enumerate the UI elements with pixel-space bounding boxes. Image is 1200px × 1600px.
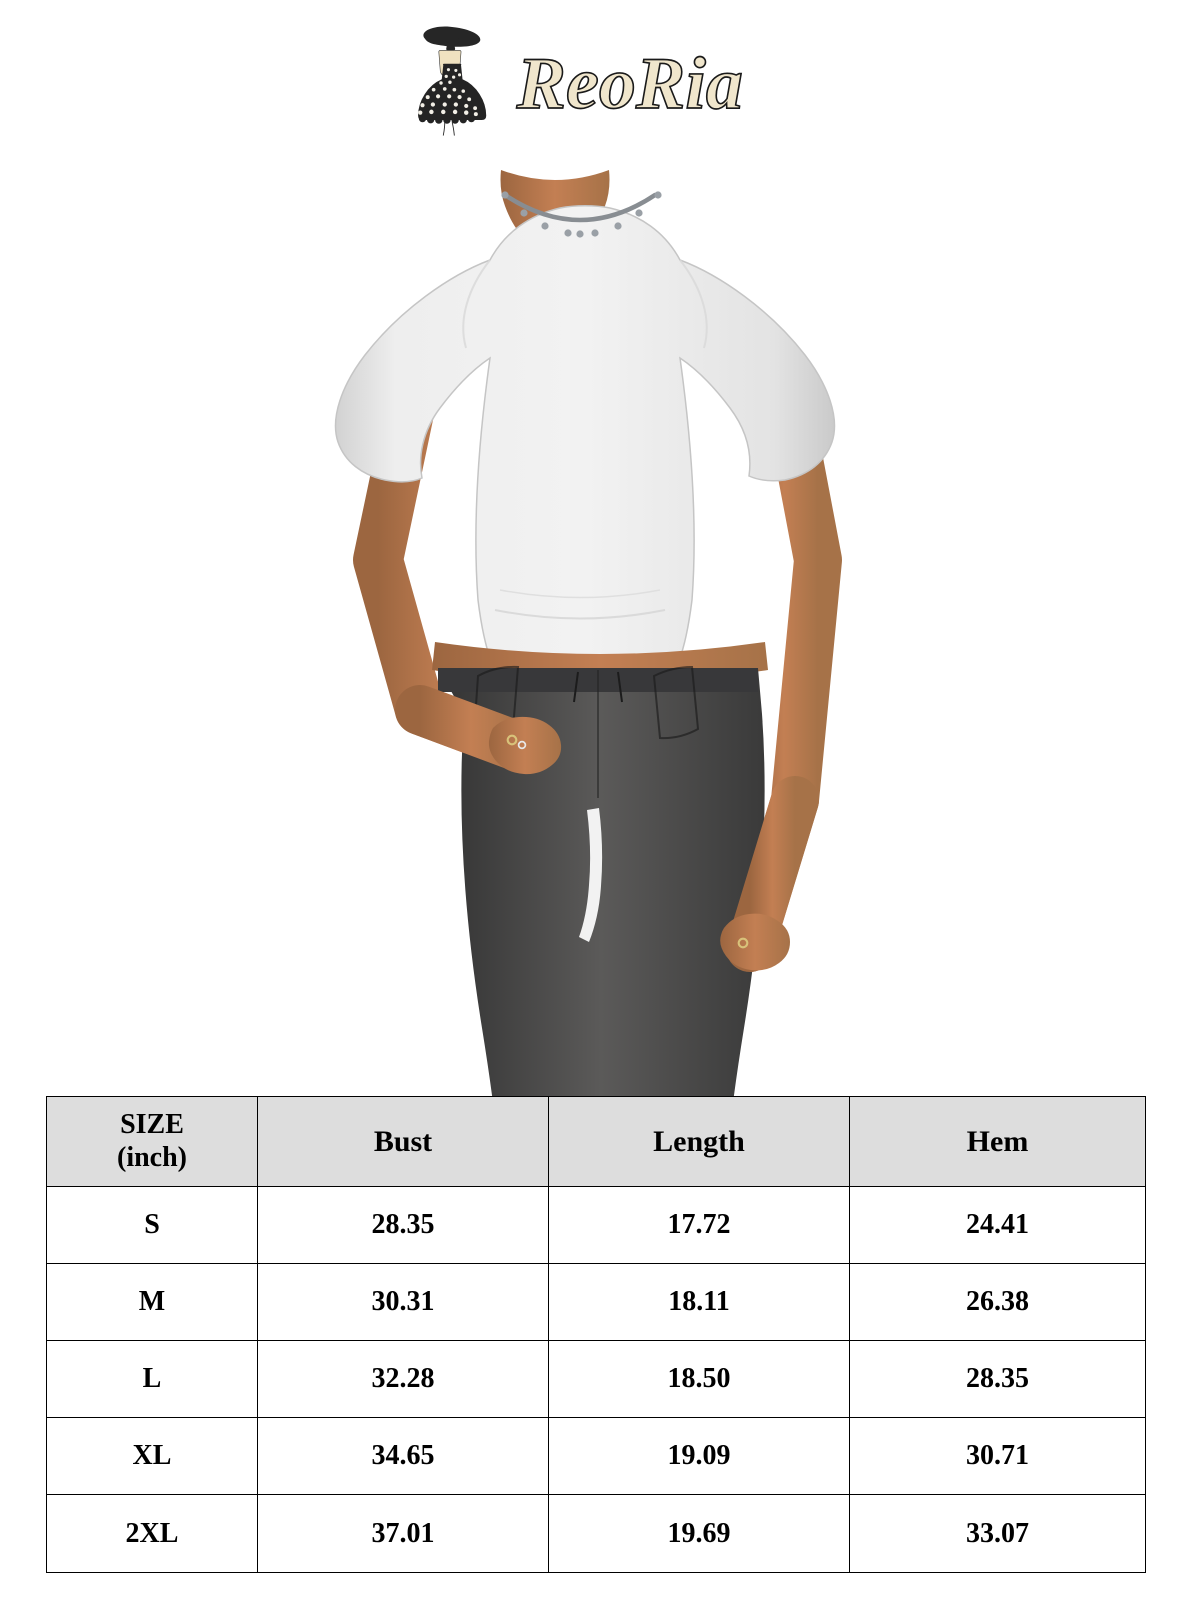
svg-text:ReoRia: ReoRia bbox=[516, 43, 743, 125]
